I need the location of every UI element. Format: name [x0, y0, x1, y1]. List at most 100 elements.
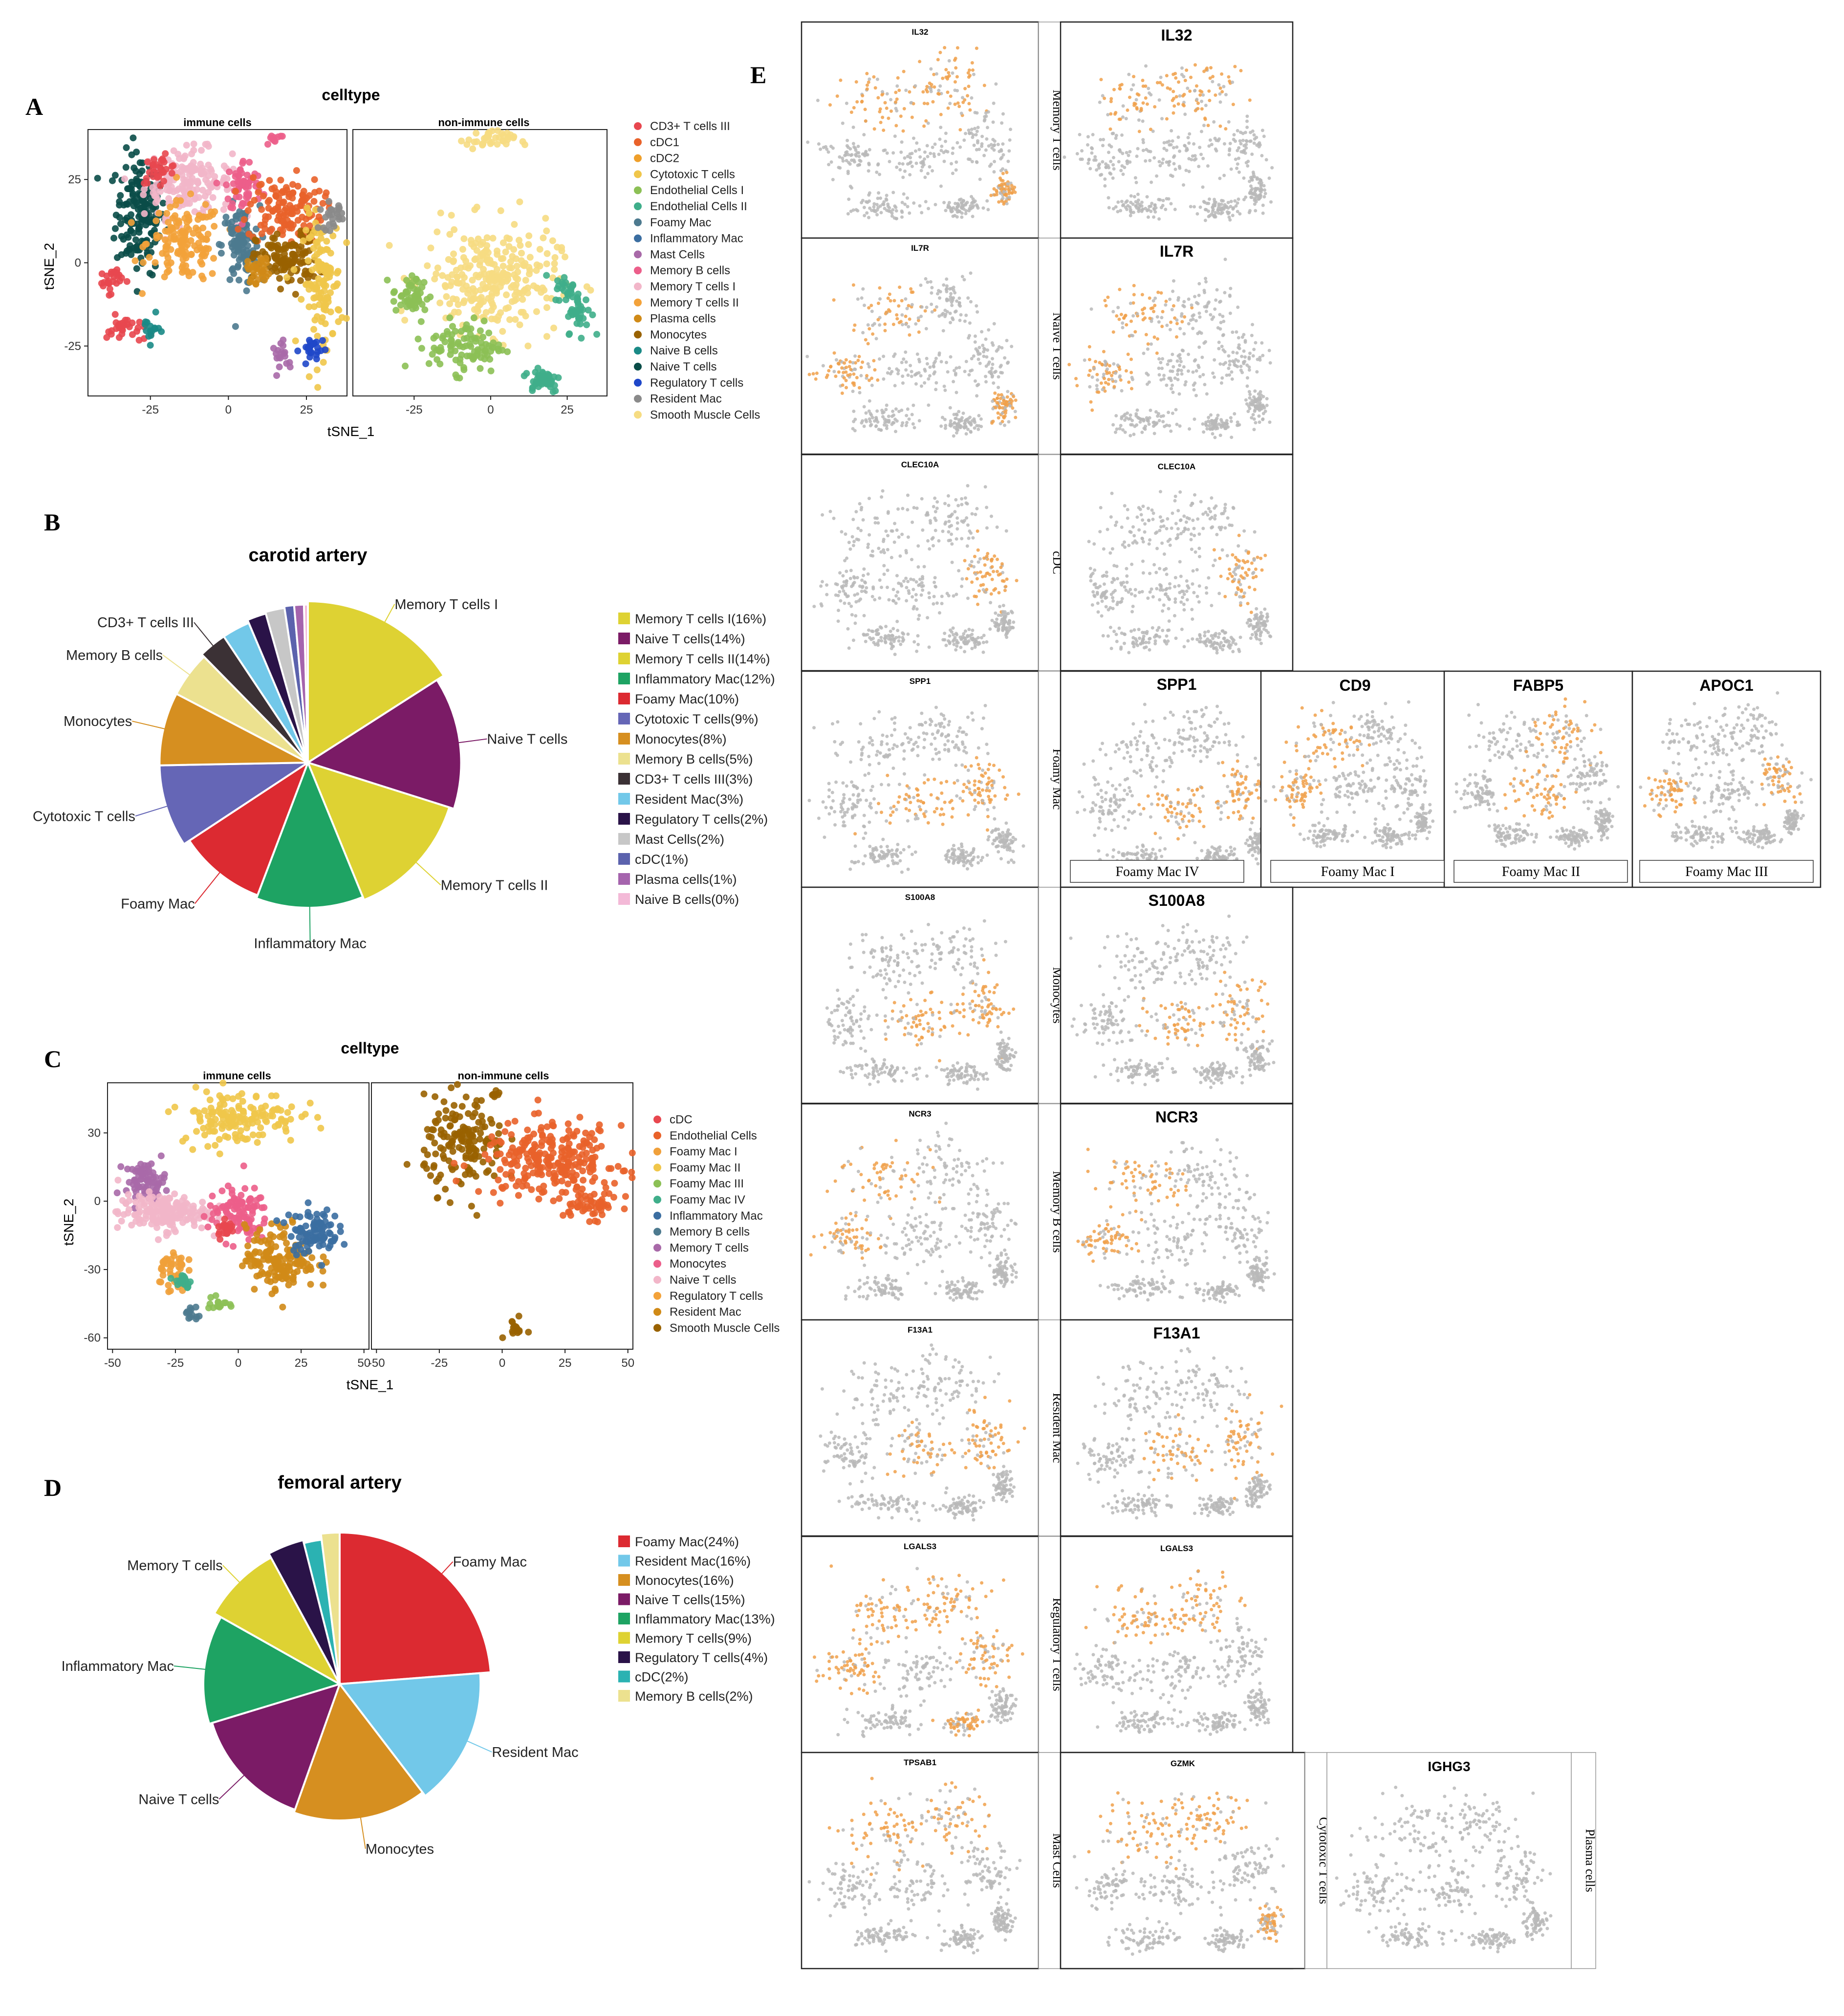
- background-point: [940, 144, 944, 148]
- scatter-point: [390, 289, 397, 296]
- legend-label: Inflammatory Mac: [650, 232, 743, 245]
- x-tick-label: -50: [368, 1357, 385, 1370]
- background-point: [982, 119, 986, 123]
- background-point: [1098, 100, 1102, 104]
- scatter-point: [190, 147, 197, 154]
- background-point: [901, 374, 905, 378]
- scatter-point: [168, 170, 175, 177]
- background-point: [864, 200, 868, 204]
- scatter-point: [322, 226, 329, 234]
- scatter-point: [334, 306, 342, 313]
- scatter-point: [319, 337, 326, 344]
- background-point: [1001, 112, 1005, 116]
- background-point: [1259, 181, 1263, 185]
- expression-point: [1220, 72, 1224, 76]
- pie-slice-label: Naive T cells: [138, 1792, 219, 1807]
- chart-title-c: celltype: [341, 1039, 399, 1057]
- expression-point: [878, 107, 882, 111]
- background-point: [997, 345, 1001, 349]
- background-point: [1161, 157, 1165, 161]
- scatter-point: [206, 213, 214, 220]
- background-point: [878, 173, 882, 176]
- background-point: [1211, 207, 1215, 211]
- legend-swatch: [653, 1116, 661, 1123]
- background-point: [1165, 140, 1169, 144]
- background-point: [851, 390, 855, 394]
- background-point: [958, 318, 962, 322]
- background-point: [1121, 115, 1125, 119]
- scatter-point: [483, 234, 491, 241]
- scatter-point: [176, 155, 183, 162]
- background-point: [885, 92, 889, 96]
- background-point: [975, 304, 978, 308]
- scatter-point: [252, 236, 259, 243]
- legend-label: Foamy Mac II: [670, 1161, 740, 1174]
- background-point: [948, 287, 952, 291]
- scatter-point: [465, 1126, 472, 1133]
- expression-point: [1211, 75, 1215, 79]
- background-point: [998, 191, 1002, 195]
- scatter-point: [199, 187, 206, 194]
- legend-label: Mast Cells: [650, 248, 705, 261]
- scatter-point: [179, 185, 186, 193]
- scatter-point: [410, 285, 417, 292]
- scatter-point: [224, 195, 232, 202]
- background-point: [889, 98, 893, 102]
- background-point: [960, 416, 964, 420]
- background-point: [913, 149, 917, 153]
- scatter-point: [198, 1224, 205, 1231]
- scatter-point: [441, 338, 449, 346]
- background-point: [875, 77, 879, 81]
- background-point: [944, 287, 948, 291]
- background-point: [906, 205, 910, 209]
- background-point: [999, 169, 1003, 173]
- background-point: [957, 410, 961, 414]
- background-point: [891, 208, 895, 212]
- scatter-point: [538, 1142, 545, 1149]
- background-point: [999, 157, 1003, 161]
- background-point: [973, 334, 977, 338]
- background-point: [904, 88, 908, 92]
- scatter-point: [310, 303, 318, 310]
- background-point: [893, 352, 897, 356]
- scatter-point: [289, 1275, 297, 1283]
- scatter-point: [244, 1258, 251, 1265]
- scatter-point: [164, 228, 172, 235]
- scatter-point: [136, 159, 144, 166]
- expression-point: [852, 106, 856, 110]
- scatter-point: [310, 197, 318, 205]
- expression-point: [865, 373, 869, 377]
- background-point: [1129, 194, 1133, 198]
- scatter-point: [183, 219, 191, 226]
- expression-point: [876, 302, 880, 306]
- background-point: [998, 365, 1002, 369]
- y-tick-label: 30: [87, 1126, 101, 1139]
- expression-point: [1189, 75, 1193, 79]
- scatter-point: [152, 199, 159, 206]
- expression-point: [865, 87, 869, 91]
- background-point: [946, 150, 950, 154]
- scatter-point: [472, 287, 479, 295]
- background-point: [878, 204, 882, 208]
- legend-label: Foamy Mac(24%): [635, 1534, 739, 1549]
- background-point: [958, 145, 962, 149]
- scatter-point: [285, 1281, 292, 1289]
- scatter-point: [313, 1210, 321, 1218]
- scatter-point: [283, 274, 290, 281]
- x-tick-label: -25: [431, 1357, 448, 1370]
- background-point: [941, 329, 945, 333]
- legend-swatch: [634, 202, 642, 210]
- background-point: [1134, 98, 1138, 102]
- background-point: [989, 372, 993, 376]
- scatter-point: [240, 216, 248, 223]
- scatter-point: [151, 168, 158, 175]
- scatter-point: [322, 214, 329, 221]
- scatter-point: [477, 339, 485, 347]
- scatter-point: [205, 245, 212, 252]
- legend-label: Mast Cells(2%): [635, 832, 724, 847]
- scatter-point: [511, 297, 519, 305]
- background-point: [925, 306, 929, 309]
- scatter-point: [534, 1096, 542, 1104]
